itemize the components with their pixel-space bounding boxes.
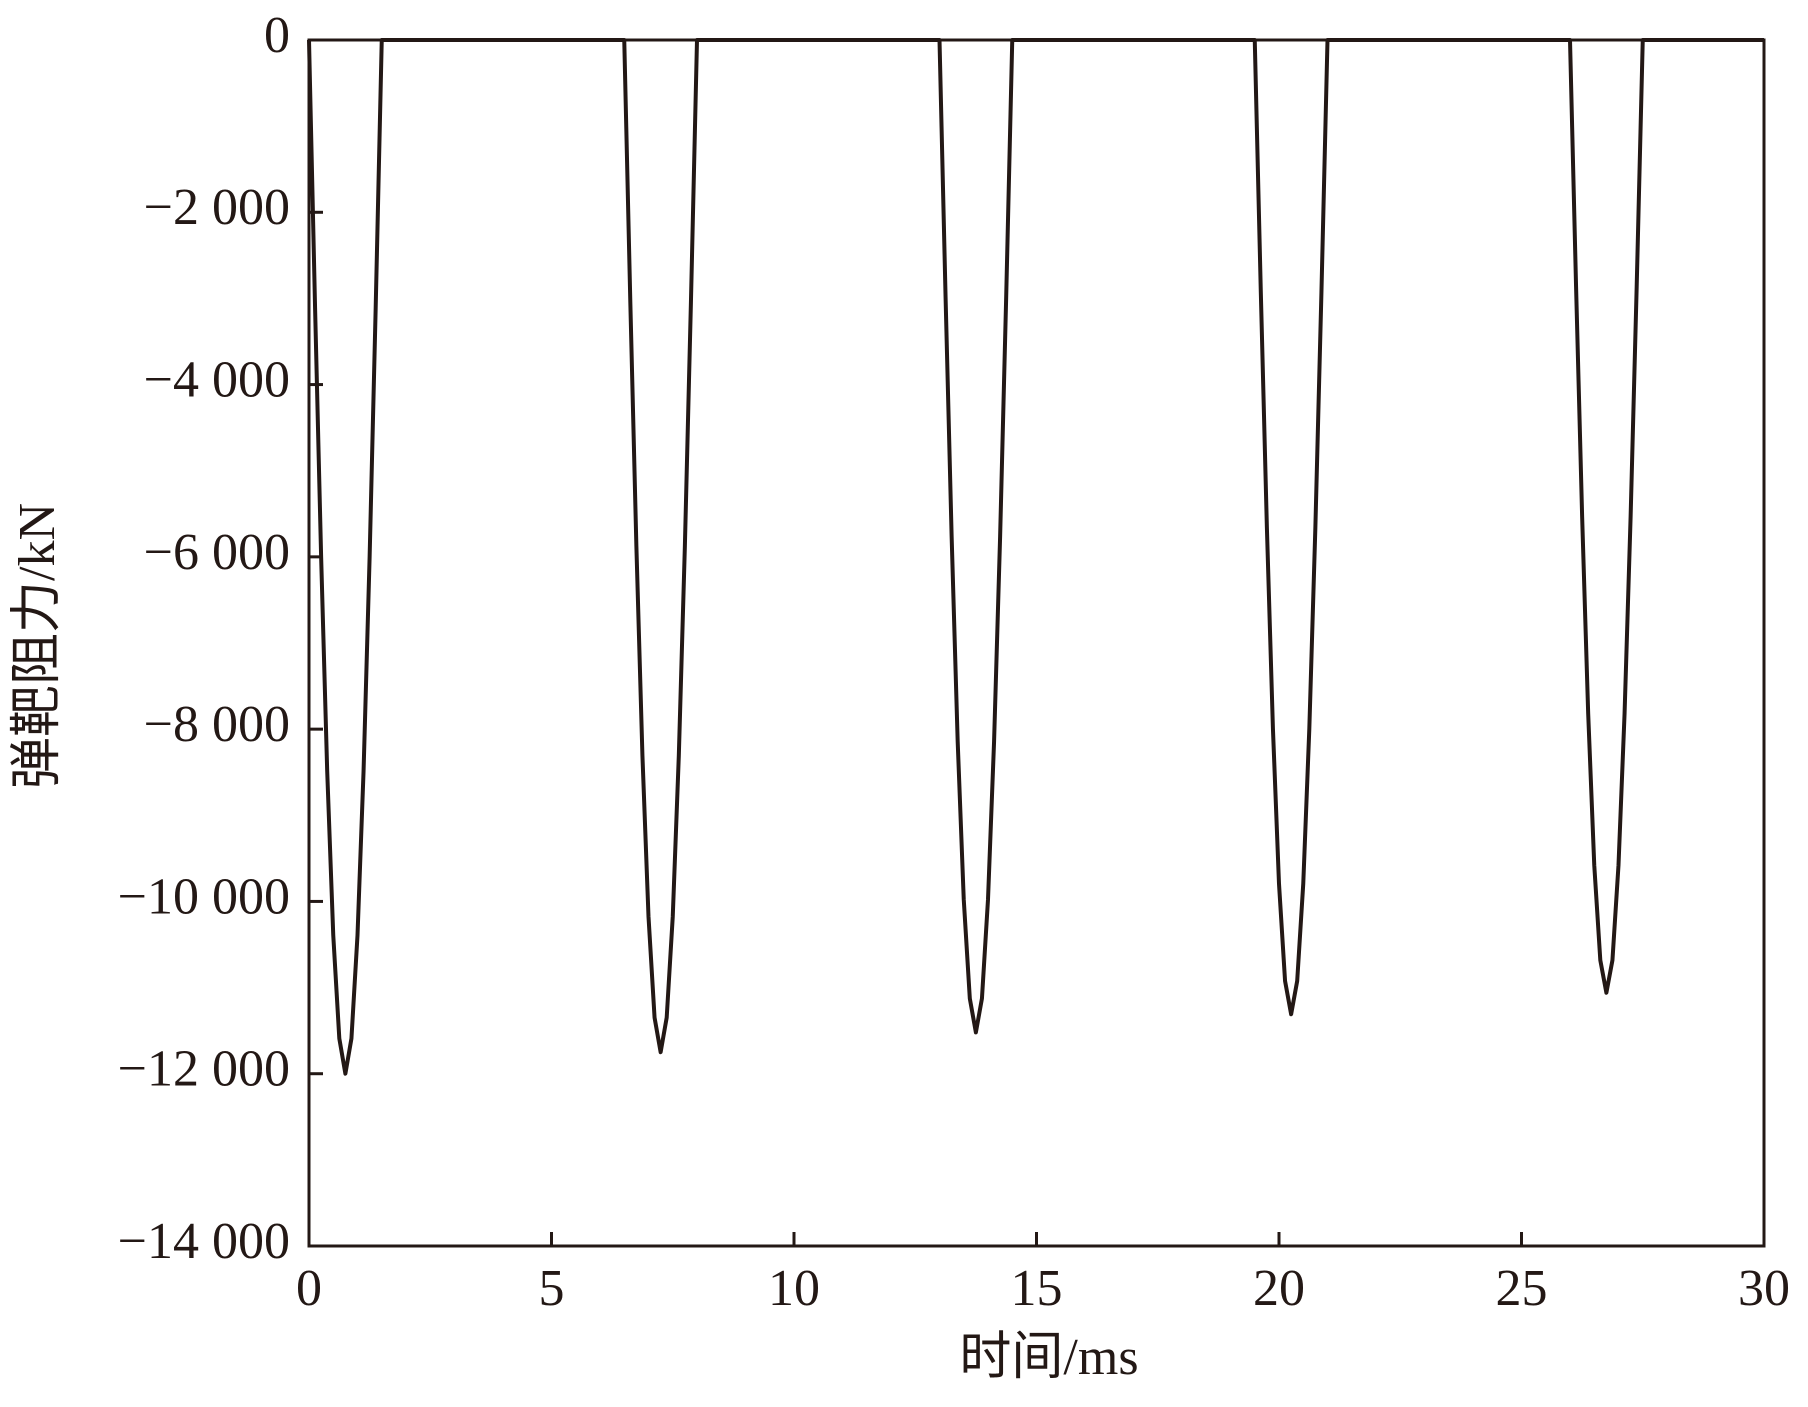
x-tick-label: 30 <box>1738 1260 1790 1317</box>
plot-frame <box>307 38 1766 1248</box>
x-tick-label: 15 <box>1011 1260 1063 1317</box>
x-tick-label: 25 <box>1496 1260 1548 1317</box>
y-tick-label: −10 000 <box>118 868 290 925</box>
x-tick-label: 20 <box>1253 1260 1305 1317</box>
y-tick-label: −12 000 <box>118 1041 290 1098</box>
y-axis-label: 弹靶阻力/kN <box>9 503 66 789</box>
x-axis-label: 时间/ms <box>959 1329 1138 1386</box>
data-line <box>307 38 1764 1076</box>
y-tick-label: −8 000 <box>144 696 290 753</box>
y-tick-label: −2 000 <box>144 179 290 236</box>
y-tick-label: −6 000 <box>144 524 290 581</box>
x-tick-label: 5 <box>539 1260 565 1317</box>
x-tick-label: 0 <box>296 1260 322 1317</box>
y-tick-label: −14 000 <box>118 1213 290 1270</box>
x-tick-label: 10 <box>768 1260 820 1317</box>
y-tick-label: 0 <box>264 7 290 64</box>
y-tick-label: −4 000 <box>144 352 290 409</box>
